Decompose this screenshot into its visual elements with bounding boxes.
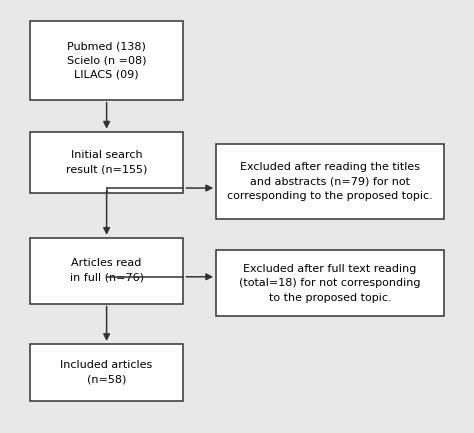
FancyBboxPatch shape xyxy=(216,250,444,316)
Text: Excluded after full text reading
(total=18) for not corresponding
to the propose: Excluded after full text reading (total=… xyxy=(239,264,421,303)
FancyBboxPatch shape xyxy=(30,132,183,193)
FancyBboxPatch shape xyxy=(216,144,444,219)
Text: Articles read
in full (n=76): Articles read in full (n=76) xyxy=(70,259,144,283)
FancyBboxPatch shape xyxy=(30,344,183,401)
FancyBboxPatch shape xyxy=(30,21,183,100)
Text: Initial search
result (n=155): Initial search result (n=155) xyxy=(66,150,147,174)
Text: Pubmed (138)
Scielo (n =08)
LILACS (09): Pubmed (138) Scielo (n =08) LILACS (09) xyxy=(67,41,146,80)
Text: Included articles
(n=58): Included articles (n=58) xyxy=(61,360,153,385)
FancyBboxPatch shape xyxy=(30,238,183,304)
Text: Excluded after reading the titles
and abstracts (n=79) for not
corresponding to : Excluded after reading the titles and ab… xyxy=(227,162,433,201)
